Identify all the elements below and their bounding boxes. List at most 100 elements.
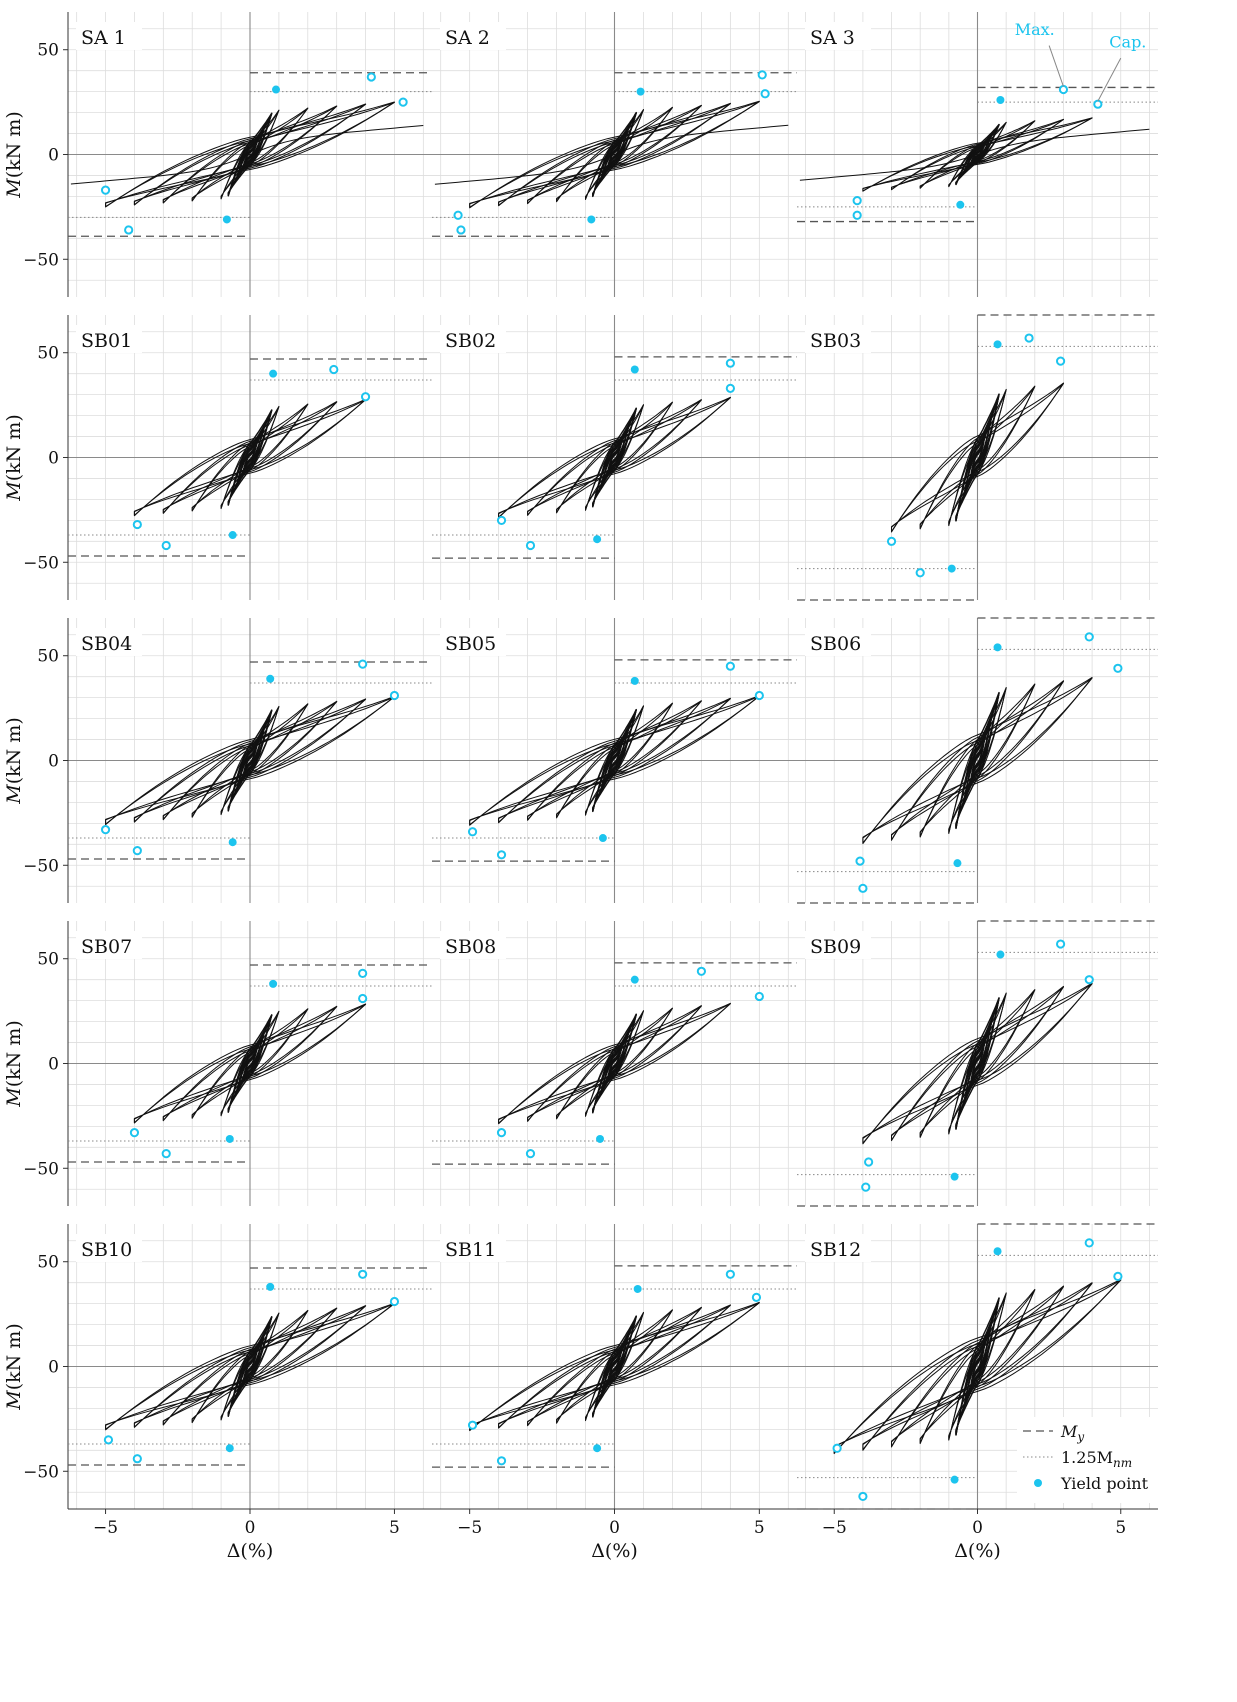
yield-point <box>593 1444 601 1452</box>
max-point <box>134 847 141 854</box>
x-tick-label: −5 <box>457 1518 482 1538</box>
yield-point <box>587 215 595 223</box>
cap-point <box>834 1445 841 1452</box>
yield-point <box>266 1283 274 1291</box>
cap-point <box>362 393 369 400</box>
yield-point <box>631 677 639 685</box>
max-point <box>498 1457 505 1464</box>
max-point <box>1086 1239 1093 1246</box>
panel-sa1: −50050M(kN m)SA 1 <box>3 12 432 297</box>
cap-point <box>1114 1273 1121 1280</box>
max-point <box>457 226 464 233</box>
y-tick-label: 50 <box>37 1253 59 1273</box>
yield-point <box>226 1135 234 1143</box>
panel-title: SA 1 <box>81 27 126 49</box>
x-tick-label: 5 <box>754 1518 765 1538</box>
cap-point <box>102 826 109 833</box>
legend-my-symbol: M <box>1060 1422 1078 1441</box>
annotation-max-leader <box>1049 46 1063 87</box>
yield-point <box>269 370 277 378</box>
y-tick-label: −50 <box>23 553 59 573</box>
panel-title: SB01 <box>81 330 132 352</box>
yield-point <box>996 951 1004 959</box>
yield-point <box>266 675 274 683</box>
cap-point <box>1094 101 1101 108</box>
cap-point <box>454 212 461 219</box>
yield-point <box>951 1173 959 1181</box>
panel-title: SB04 <box>81 633 132 655</box>
panel-sb03: SB03 <box>797 315 1158 600</box>
y-axis-label-symbol: M <box>3 784 25 805</box>
y-tick-label: 0 <box>48 449 59 469</box>
max-point <box>727 360 734 367</box>
max-point <box>854 197 861 204</box>
panel-title: SB06 <box>810 633 861 655</box>
x-axis-label: Δ(%) <box>227 1540 274 1562</box>
panel-sb11: −5 0 5Δ(%)SB11 <box>432 1224 797 1562</box>
y-tick-label: −50 <box>23 250 59 270</box>
max-point <box>1057 940 1064 947</box>
yield-point <box>596 1135 604 1143</box>
y-tick-label: 0 <box>48 1055 59 1075</box>
legend-mnm-prefix: 1.25M <box>1061 1448 1113 1467</box>
y-tick-label: 50 <box>37 647 59 667</box>
max-point <box>727 1271 734 1278</box>
cap-point <box>756 993 763 1000</box>
panel-sb08: SB08 <box>432 921 797 1206</box>
yield-point <box>229 531 237 539</box>
max-point <box>1086 633 1093 640</box>
x-axis-label: Δ(%) <box>591 1540 638 1562</box>
max-point <box>330 366 337 373</box>
x-tick-label: 5 <box>1115 1518 1126 1538</box>
yield-point <box>631 365 639 373</box>
cap-point <box>727 385 734 392</box>
max-point <box>134 1455 141 1462</box>
y-axis-label: M(kN m) <box>3 1323 25 1411</box>
cap-point <box>105 1436 112 1443</box>
max-point <box>698 968 705 975</box>
yield-point <box>953 859 961 867</box>
cap-point <box>498 517 505 524</box>
y-axis-label: M(kN m) <box>3 111 25 199</box>
panel-title: SB08 <box>445 936 496 958</box>
annotation-max: Max. <box>1015 20 1055 39</box>
legend-yield-swatch <box>1034 1479 1042 1487</box>
cap-point <box>762 90 769 97</box>
yield-point <box>994 340 1002 348</box>
x-axis-label: Δ(%) <box>954 1540 1001 1562</box>
panel-title: SB09 <box>810 936 861 958</box>
panel-sb01: −50050M(kN m)SB01 <box>3 315 432 600</box>
max-point <box>859 885 866 892</box>
y-axis-label: M(kN m) <box>3 717 25 805</box>
max-point <box>359 970 366 977</box>
yield-point <box>637 88 645 96</box>
panel-title: SB05 <box>445 633 496 655</box>
panel-sb06: SB06 <box>797 618 1158 903</box>
yield-point <box>631 976 639 984</box>
cap-point <box>391 692 398 699</box>
legend-mnm-subscript: nm <box>1113 1456 1132 1470</box>
cap-point <box>856 857 863 864</box>
y-tick-label: 0 <box>48 752 59 772</box>
y-tick-label: 50 <box>37 950 59 970</box>
yield-point <box>996 96 1004 104</box>
max-point <box>727 663 734 670</box>
max-point <box>917 569 924 576</box>
panel-sa2: SA 2 <box>432 12 797 297</box>
y-axis-label-symbol: M <box>3 481 25 502</box>
panel-sb12: −5 0 5Δ(%)SB12My1.25MnmYield point <box>797 1224 1159 1562</box>
max-point <box>498 851 505 858</box>
legend: My1.25MnmYield point <box>1017 1417 1159 1503</box>
max-point <box>1060 86 1067 93</box>
y-axis-label-units: (kN m) <box>3 111 25 178</box>
cap-point <box>469 828 476 835</box>
max-point <box>163 1150 170 1157</box>
cap-point <box>854 212 861 219</box>
y-tick-label: 50 <box>37 344 59 364</box>
y-tick-label: 50 <box>37 41 59 61</box>
yield-point <box>226 1444 234 1452</box>
y-axis-label-symbol: M <box>3 178 25 199</box>
cap-point <box>400 99 407 106</box>
cap-point <box>131 1129 138 1136</box>
